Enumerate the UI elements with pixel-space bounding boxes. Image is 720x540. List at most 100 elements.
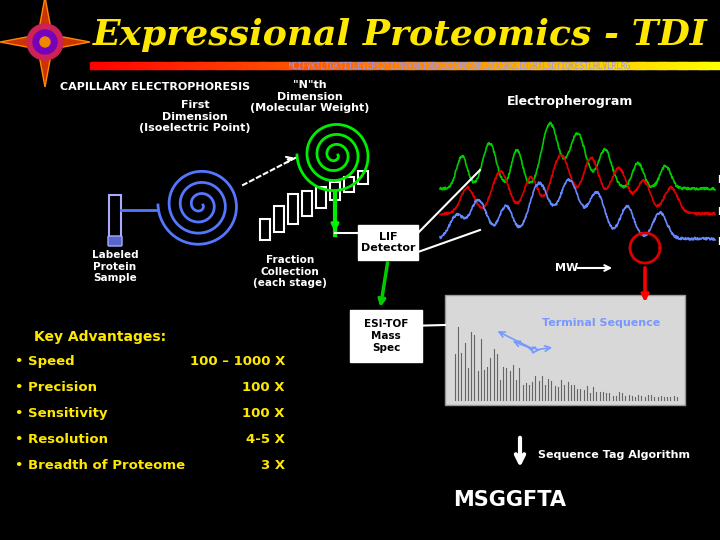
Bar (479, 62, 481, 69)
Bar (485, 62, 487, 69)
Bar (449, 62, 451, 69)
Circle shape (40, 37, 50, 47)
Bar (220, 62, 222, 69)
Bar (225, 62, 227, 69)
Bar (355, 62, 357, 69)
Text: Sequence Tag Algorithm: Sequence Tag Algorithm (538, 450, 690, 460)
Bar (134, 62, 137, 69)
Bar (418, 62, 420, 69)
Bar (99, 62, 101, 69)
Bar (558, 62, 561, 69)
Bar (358, 225, 418, 260)
Bar (356, 62, 359, 69)
Bar (395, 62, 397, 69)
Bar (308, 62, 311, 69)
Bar (359, 62, 361, 69)
Bar (596, 62, 599, 69)
Bar (567, 62, 570, 69)
Bar (575, 62, 577, 69)
Bar (711, 62, 714, 69)
Bar (678, 62, 680, 69)
Bar (363, 62, 366, 69)
Bar (468, 62, 471, 69)
Bar (161, 62, 164, 69)
Bar (331, 62, 334, 69)
Bar (260, 62, 263, 69)
Bar (718, 62, 720, 69)
Bar (459, 62, 462, 69)
Bar (273, 62, 275, 69)
Bar (680, 62, 683, 69)
Bar (271, 62, 273, 69)
Bar (537, 62, 540, 69)
Bar (420, 62, 423, 69)
Bar (94, 62, 96, 69)
Bar (569, 62, 572, 69)
Bar (632, 62, 634, 69)
Bar (523, 62, 525, 69)
Text: • Breadth of Proteome: • Breadth of Proteome (15, 459, 185, 472)
Bar (256, 62, 258, 69)
Bar (281, 62, 284, 69)
Bar (667, 62, 670, 69)
Circle shape (33, 30, 57, 54)
Bar (212, 62, 215, 69)
Bar (304, 62, 307, 69)
Bar (296, 62, 298, 69)
Bar (184, 62, 187, 69)
Text: "N"th
Dimension
(Molecular Weight): "N"th Dimension (Molecular Weight) (251, 80, 369, 113)
Text: pI 3: pI 3 (718, 235, 720, 245)
Bar (508, 62, 510, 69)
Bar (516, 62, 519, 69)
Bar (659, 62, 662, 69)
Bar (374, 62, 376, 69)
Circle shape (27, 24, 63, 60)
Bar (260, 219, 270, 240)
Bar (315, 62, 318, 69)
Bar (617, 62, 620, 69)
Bar (275, 62, 277, 69)
Bar (143, 62, 145, 69)
Bar (241, 62, 244, 69)
Bar (464, 62, 467, 69)
Bar (707, 62, 710, 69)
Text: Electropherogram: Electropherogram (507, 95, 633, 108)
Bar (193, 62, 196, 69)
Bar (462, 62, 464, 69)
Bar (647, 62, 649, 69)
Bar (466, 62, 469, 69)
Bar (235, 62, 238, 69)
Bar (248, 62, 250, 69)
Bar (328, 62, 330, 69)
Bar (342, 62, 345, 69)
Bar (269, 62, 271, 69)
Bar (189, 62, 192, 69)
Bar (670, 62, 672, 69)
Bar (174, 62, 176, 69)
Bar (613, 62, 616, 69)
Bar (615, 62, 618, 69)
Bar (344, 62, 347, 69)
Bar (474, 62, 477, 69)
Bar (166, 62, 168, 69)
Bar (380, 62, 382, 69)
Bar (283, 62, 286, 69)
Bar (686, 62, 689, 69)
Bar (548, 62, 550, 69)
Bar (186, 62, 189, 69)
Bar (539, 62, 542, 69)
Bar (191, 62, 194, 69)
Bar (216, 62, 219, 69)
Bar (634, 62, 636, 69)
Bar (214, 62, 217, 69)
Bar (109, 62, 112, 69)
Bar (312, 62, 315, 69)
Text: Labeled
Protein
Sample: Labeled Protein Sample (91, 250, 138, 283)
Bar (431, 62, 433, 69)
Bar (147, 62, 149, 69)
Text: First
Dimension
(Isoelectric Point): First Dimension (Isoelectric Point) (139, 100, 251, 133)
Bar (323, 62, 325, 69)
Bar (606, 62, 609, 69)
Bar (101, 62, 103, 69)
Bar (365, 62, 368, 69)
